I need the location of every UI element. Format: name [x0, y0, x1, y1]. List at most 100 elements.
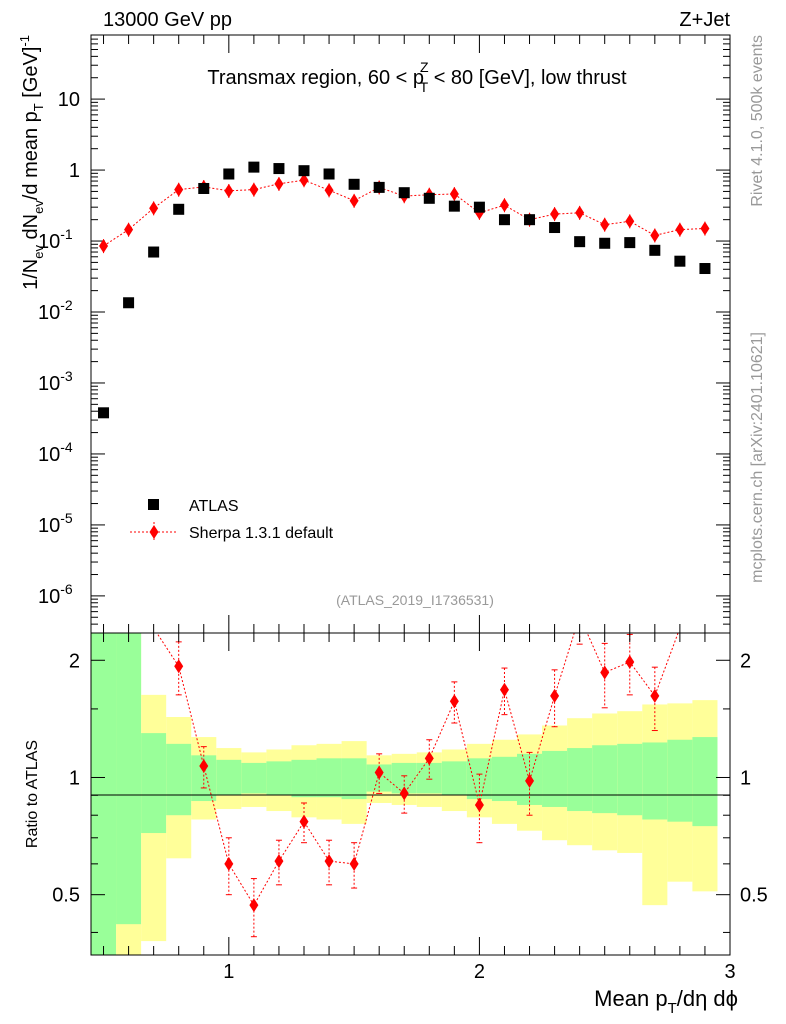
- atlas-point: [398, 187, 410, 199]
- ratio-plot-panel: 0.5 0.5 1 1 2 2 1 2 3 Ratio to ATLAS Mean pT/dη …: [24, 609, 768, 1017]
- sherpa-point: [99, 239, 109, 254]
- atlas-point: [699, 263, 711, 275]
- atlas-point: [674, 255, 686, 267]
- main-y-tick-label: 10-3: [38, 368, 73, 395]
- ratio-green-band: [166, 743, 192, 816]
- ratio-sherpa-point: [650, 688, 660, 703]
- ratio-plot-frame: [90, 632, 731, 956]
- header-right-label: Z+Jet: [679, 9, 730, 31]
- ratio-sherpa-point: [274, 854, 284, 869]
- ratio-sherpa-point: [449, 694, 459, 709]
- atlas-point: [473, 201, 485, 213]
- atlas-point: [323, 168, 335, 180]
- ratio-y-tick-label-right: 1: [740, 767, 751, 789]
- main-y-axis-label: 1/Nev dNev/d mean pT [GeV]-1: [17, 35, 46, 290]
- ratio-green-band: [567, 748, 593, 812]
- ratio-y-tick-label-left: 0.5: [52, 885, 80, 907]
- ratio-points-group: [156, 609, 679, 938]
- legend: ATLAS Sherpa 1.3.1 default: [130, 498, 334, 542]
- ratio-green-band: [241, 762, 267, 794]
- atlas-point: [574, 236, 586, 248]
- ratio-sherpa-point: [499, 682, 509, 697]
- analysis-watermark: (ATLAS_2019_I1736531): [336, 592, 494, 608]
- atlas-point: [98, 407, 110, 419]
- ratio-sherpa-point: [474, 797, 484, 812]
- ratio-y-tick-label-left: 2: [69, 650, 80, 672]
- atlas-point: [348, 178, 360, 190]
- main-plot-panel: 10 1 10-1 10-2 10-3 10-4 10-5 10-6 Transmax reg…: [17, 34, 731, 634]
- ratio-green-band: [216, 759, 242, 796]
- sherpa-point: [299, 173, 309, 188]
- ratio-green-band: [116, 633, 142, 925]
- atlas-point: [498, 214, 510, 226]
- xlabel-b: /dη dϕ: [677, 986, 738, 1011]
- sherpa-point: [324, 183, 334, 198]
- ylabel-a-sub: ev: [31, 245, 46, 259]
- ratio-green-band: [441, 761, 467, 796]
- mcplots-side-label: mcplots.cern.ch [arXiv:2401.10621]: [749, 332, 766, 583]
- title-suffix: < 80 [GeV], low thrust: [428, 67, 627, 89]
- ratio-green-band: [91, 633, 117, 955]
- main-y-tick-label: 1: [69, 160, 80, 182]
- sherpa-point: [124, 222, 134, 237]
- atlas-point: [549, 222, 561, 234]
- ratio-sherpa-point: [349, 856, 359, 871]
- ratio-sherpa-point: [374, 765, 384, 780]
- ylabel-d: [GeV]: [20, 47, 42, 104]
- main-y-tick-label: 10-5: [38, 510, 73, 537]
- ratio-sherpa-line: [156, 633, 679, 907]
- title-sub: T: [420, 79, 429, 95]
- atlas-point: [624, 237, 636, 249]
- atlas-point: [123, 297, 135, 309]
- ratio-sherpa-point: [525, 773, 535, 788]
- ratio-sherpa-point: [249, 898, 259, 913]
- atlas-point: [298, 165, 310, 177]
- ratio-green-band: [316, 758, 342, 798]
- sherpa-point: [224, 183, 234, 198]
- main-data-series: [98, 161, 711, 419]
- title-prefix: Transmax region, 60 < p: [207, 67, 424, 89]
- x-tick-label: 3: [724, 961, 735, 983]
- sherpa-point: [675, 222, 685, 237]
- ratio-green-band: [141, 733, 167, 834]
- atlas-point: [373, 181, 385, 193]
- ratio-green-band: [542, 750, 568, 807]
- x-tick-label: 1: [223, 961, 234, 983]
- atlas-point: [524, 214, 536, 226]
- legend-atlas-label: ATLAS: [189, 498, 239, 515]
- ratio-green-band: [667, 739, 693, 822]
- ratio-sherpa-point: [625, 654, 635, 669]
- atlas-point: [173, 203, 185, 215]
- ratio-data-series: [156, 609, 679, 938]
- main-y-tick-label: 10-1: [38, 226, 73, 253]
- atlas-point: [223, 168, 235, 180]
- ratio-sherpa-point: [199, 759, 209, 774]
- ratio-tick-labels: 0.5 0.5 1 1 2 2 1 2 3: [52, 650, 768, 983]
- title-sup: Z: [420, 59, 429, 75]
- ylabel-c-sub: T: [31, 103, 46, 111]
- rivet-side-label: Rivet 4.1.0, 500k events: [749, 35, 766, 207]
- main-y-tick-label: 10-6: [38, 581, 73, 608]
- legend-sherpa-label: Sherpa 1.3.1 default: [189, 525, 334, 542]
- x-tick-label: 2: [474, 961, 485, 983]
- sherpa-point: [149, 201, 159, 216]
- sherpa-point: [249, 182, 259, 197]
- ratio-green-band: [341, 758, 367, 800]
- ratio-sherpa-point: [575, 609, 584, 623]
- sherpa-point: [600, 217, 610, 232]
- x-axis-label: Mean pT/dη dϕ: [594, 986, 738, 1017]
- ratio-green-band: [692, 737, 718, 827]
- sherpa-point: [650, 228, 660, 243]
- sherpa-point: [575, 205, 585, 220]
- ratio-green-band: [642, 742, 668, 820]
- main-plot-title: Transmax region, 60 < pZ T < 80 [GeV], lo…: [207, 59, 627, 95]
- ratio-green-band: [291, 759, 317, 798]
- xlabel-a-sub: T: [668, 1000, 677, 1017]
- legend-atlas-marker: [148, 499, 159, 510]
- main-axis-ticks: [91, 34, 730, 634]
- ylabel-b: dN: [20, 214, 42, 245]
- sherpa-point: [449, 186, 459, 201]
- sherpa-point: [700, 221, 710, 236]
- ratio-green-band: [491, 756, 517, 802]
